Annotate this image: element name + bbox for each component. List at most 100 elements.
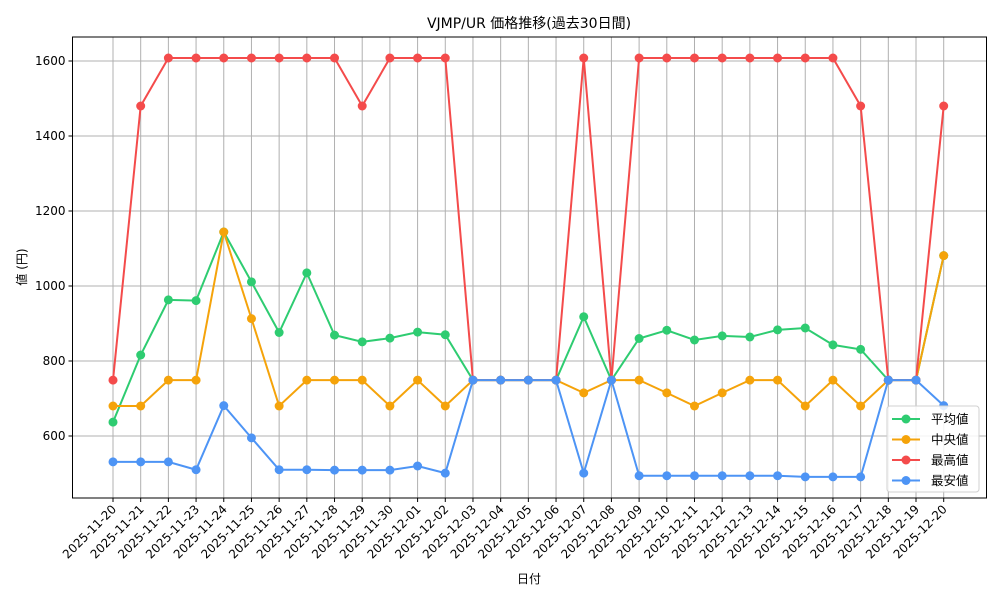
data-point bbox=[800, 401, 810, 411]
data-point bbox=[357, 375, 367, 385]
legend-entry: 最安値 bbox=[892, 473, 969, 488]
data-point bbox=[413, 327, 423, 337]
data-point bbox=[496, 375, 506, 385]
data-point bbox=[911, 375, 921, 385]
data-point bbox=[579, 388, 589, 398]
y-axis: 600 800 1000 1200 1400 1600 bbox=[35, 54, 73, 443]
data-point bbox=[634, 334, 644, 343]
data-point bbox=[662, 388, 672, 398]
data-point bbox=[689, 401, 699, 411]
legend-label: 最安値 bbox=[931, 473, 969, 488]
series-layer bbox=[108, 53, 949, 482]
data-point bbox=[246, 277, 256, 287]
data-point bbox=[717, 388, 727, 398]
legend-box bbox=[886, 405, 980, 493]
data-point bbox=[302, 465, 312, 475]
data-point bbox=[163, 53, 173, 63]
data-point bbox=[357, 101, 367, 111]
data-point bbox=[330, 375, 340, 385]
data-point bbox=[828, 472, 838, 482]
x-axis-label: 日付 bbox=[517, 572, 541, 586]
data-point bbox=[717, 53, 727, 63]
data-point bbox=[883, 375, 893, 385]
y-tick-label: 1200 bbox=[35, 204, 66, 218]
data-point bbox=[468, 375, 478, 385]
plot-frame bbox=[72, 36, 987, 499]
data-point bbox=[856, 472, 866, 482]
data-point bbox=[745, 332, 755, 342]
data-point bbox=[246, 314, 256, 324]
data-point bbox=[136, 457, 146, 467]
legend-label: 平均値 bbox=[931, 412, 969, 427]
data-point bbox=[856, 344, 866, 354]
data-point bbox=[413, 375, 423, 385]
data-point bbox=[634, 53, 644, 63]
data-point bbox=[219, 227, 229, 237]
data-point bbox=[579, 312, 589, 322]
data-point bbox=[606, 375, 616, 385]
series-最安値 bbox=[108, 375, 949, 482]
data-point bbox=[136, 350, 146, 360]
data-point bbox=[413, 53, 423, 63]
data-point bbox=[717, 331, 727, 341]
legend-entry: 中央値 bbox=[892, 432, 969, 447]
data-point bbox=[551, 375, 561, 385]
data-point bbox=[523, 375, 533, 385]
data-point bbox=[191, 296, 201, 306]
legend-label: 中央値 bbox=[931, 432, 969, 447]
y-tick-label: 600 bbox=[43, 429, 66, 443]
data-point bbox=[689, 53, 699, 63]
chart-title: VJMP/UR 価格推移(過去30日間) bbox=[427, 16, 631, 32]
data-point bbox=[219, 53, 229, 63]
data-point bbox=[191, 53, 201, 63]
legend-label: 最高値 bbox=[931, 453, 969, 468]
data-point bbox=[800, 53, 810, 63]
data-point bbox=[828, 53, 838, 63]
data-point bbox=[357, 337, 367, 347]
data-point bbox=[662, 53, 672, 63]
data-point bbox=[274, 53, 284, 63]
data-point bbox=[856, 401, 866, 411]
data-point bbox=[745, 53, 755, 63]
legend-marker-icon bbox=[901, 476, 911, 485]
data-point bbox=[579, 53, 589, 63]
data-point bbox=[828, 340, 838, 350]
data-point bbox=[662, 325, 672, 335]
data-point bbox=[219, 401, 229, 411]
data-point bbox=[136, 101, 146, 111]
data-point bbox=[385, 333, 395, 343]
data-point bbox=[689, 471, 699, 481]
data-point bbox=[108, 401, 118, 411]
data-point bbox=[385, 401, 395, 411]
data-point bbox=[330, 465, 340, 475]
data-point bbox=[330, 53, 340, 63]
data-point bbox=[773, 375, 783, 385]
data-point bbox=[440, 401, 450, 411]
y-tick-label: 1600 bbox=[35, 54, 66, 68]
data-point bbox=[274, 401, 284, 411]
data-point bbox=[330, 330, 340, 340]
data-point bbox=[413, 461, 423, 471]
data-point bbox=[634, 471, 644, 481]
y-tick-label: 1400 bbox=[35, 129, 66, 143]
data-point bbox=[385, 465, 395, 475]
data-point bbox=[274, 328, 284, 337]
data-point bbox=[246, 433, 256, 443]
legend-marker-icon bbox=[901, 455, 911, 465]
data-point bbox=[163, 457, 173, 467]
data-point bbox=[302, 375, 312, 385]
legend-marker-icon bbox=[901, 435, 911, 444]
data-point bbox=[745, 471, 755, 481]
data-point bbox=[302, 268, 312, 278]
data-point bbox=[828, 375, 838, 385]
data-point bbox=[939, 101, 949, 111]
data-point bbox=[662, 471, 672, 481]
data-point bbox=[939, 251, 949, 261]
data-point bbox=[800, 472, 810, 482]
data-point bbox=[856, 101, 866, 111]
data-point bbox=[108, 375, 118, 385]
data-point bbox=[717, 471, 727, 481]
data-point bbox=[357, 465, 367, 475]
legend-entry: 平均値 bbox=[892, 412, 969, 427]
